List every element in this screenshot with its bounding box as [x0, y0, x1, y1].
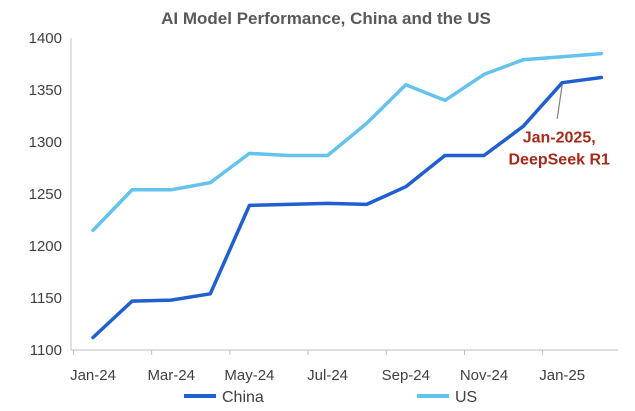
- annotation-line-2: DeepSeek R1: [509, 152, 610, 169]
- chart-title: AI Model Performance, China and the US: [161, 9, 491, 28]
- y-tick-label: 1400: [29, 30, 62, 47]
- x-tick-label: Jan-25: [539, 367, 585, 384]
- y-tick-label: 1150: [30, 290, 62, 307]
- x-tick-label: Nov-24: [460, 367, 508, 384]
- annotation-line-1: Jan-2025,: [523, 130, 596, 147]
- y-tick-label: 1300: [29, 134, 62, 151]
- y-axis: 1100 1150 1200 1250 1300 1350 1400: [29, 30, 62, 359]
- x-tick-label: May-24: [224, 367, 274, 384]
- x-tick-label: Jan-24: [70, 367, 116, 384]
- y-tick-label: 1200: [29, 238, 62, 255]
- annotation-leader-line: [556, 84, 563, 119]
- legend-label-china: China: [222, 389, 264, 406]
- series-line-us: [91, 51, 604, 233]
- series-line-china: [91, 75, 604, 340]
- y-tick-label: 1350: [29, 82, 62, 99]
- x-tick-label: Jul-24: [307, 367, 348, 384]
- x-tick-label: Sep-24: [382, 367, 430, 384]
- x-tick-label: Mar-24: [147, 367, 195, 384]
- series-layer: [91, 51, 604, 340]
- y-tick-label: 1250: [29, 186, 62, 203]
- legend: China US: [184, 389, 477, 406]
- legend-label-us: US: [455, 389, 477, 406]
- x-axis: Jan-24 Mar-24 May-24 Jul-24 Sep-24 Nov-24 Jan-…: [70, 350, 585, 384]
- y-tick-label: 1100: [30, 342, 62, 359]
